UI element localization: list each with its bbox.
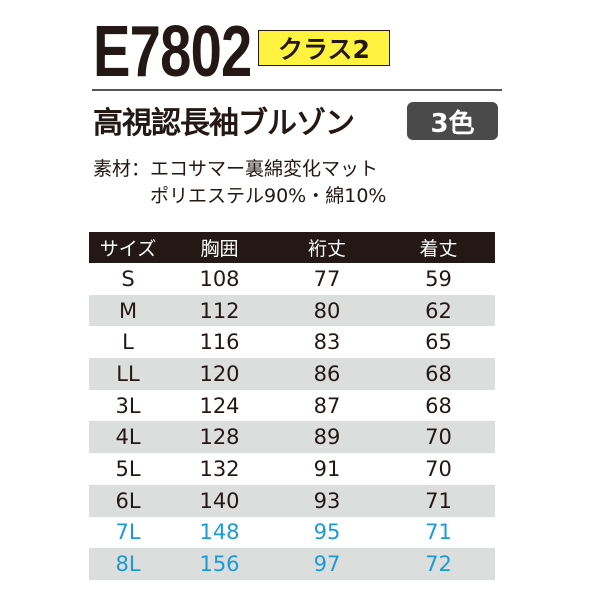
cell-chest: 140 <box>167 484 272 517</box>
cell-length: 68 <box>425 393 452 418</box>
cell-length: 70 <box>425 456 452 481</box>
table-row: L 116 83 65 <box>89 326 495 358</box>
table-row: 8L 156 97 72 <box>89 548 495 580</box>
cell-sleeve: 87 <box>313 393 341 418</box>
material-info: 素材：エコサマー裏綿変化マット ポリエステル90%・綿10% <box>93 156 386 210</box>
cell-length: 68 <box>382 358 495 390</box>
table-row: 6L 140 93 71 <box>89 484 495 517</box>
cell-chest: 156 <box>167 548 272 580</box>
cell-sleeve: 77 <box>313 266 341 291</box>
color-count-badge: 3色 <box>407 102 498 140</box>
table-row: M 112 80 62 <box>89 294 495 327</box>
cell-chest: 116 <box>199 330 240 355</box>
visibility-class-badge: クラス2 <box>258 30 390 66</box>
cell-chest: 132 <box>199 456 240 481</box>
cell-length: 71 <box>425 520 452 545</box>
cell-length: 72 <box>382 548 495 580</box>
cell-size: 4L <box>89 421 167 454</box>
cell-length: 65 <box>425 330 452 355</box>
cell-sleeve: 89 <box>272 421 382 454</box>
cell-sleeve: 86 <box>272 358 382 390</box>
table-row: S 108 77 59 <box>89 263 495 295</box>
cell-chest: 112 <box>167 294 272 327</box>
cell-size: 8L <box>89 548 167 580</box>
cell-length: 70 <box>382 421 495 454</box>
table-row: 4L 128 89 70 <box>89 421 495 454</box>
size-table: サイズ 胸囲 裄丈 着丈 S 108 77 59 M 112 80 62 L 116 83 65 LL 1… <box>89 232 495 580</box>
cell-chest: 120 <box>167 358 272 390</box>
cell-length: 71 <box>382 484 495 517</box>
table-row: LL 120 86 68 <box>89 358 495 390</box>
material-line-2: ポリエステル90%・綿10% <box>150 185 387 207</box>
cell-sleeve: 91 <box>313 456 341 481</box>
cell-chest: 128 <box>167 421 272 454</box>
material-line-1: 素材：エコサマー裏綿変化マット <box>93 158 379 180</box>
cell-sleeve: 97 <box>272 548 382 580</box>
cell-size: S <box>121 266 135 291</box>
table-row: 5L 132 91 70 <box>89 453 495 485</box>
cell-length: 62 <box>382 294 495 327</box>
cell-size: 5L <box>115 456 141 481</box>
cell-length: 59 <box>425 266 452 291</box>
col-length: 着丈 <box>382 232 495 263</box>
cell-size: L <box>122 330 134 355</box>
cell-sleeve: 95 <box>313 520 341 545</box>
cell-size: LL <box>89 358 167 390</box>
cell-chest: 148 <box>199 520 240 545</box>
col-chest: 胸囲 <box>167 232 272 263</box>
model-number: E7802 <box>93 12 252 92</box>
title-divider <box>92 89 502 91</box>
cell-size: 3L <box>115 393 141 418</box>
cell-sleeve: 93 <box>272 484 382 517</box>
cell-chest: 124 <box>199 393 240 418</box>
cell-sleeve: 80 <box>272 294 382 327</box>
table-row: 7L 148 95 71 <box>89 517 495 549</box>
cell-sleeve: 83 <box>313 330 341 355</box>
size-table-header: サイズ 胸囲 裄丈 着丈 <box>89 232 495 263</box>
product-title: 高視認長袖ブルゾン <box>93 106 355 141</box>
cell-chest: 108 <box>199 266 240 291</box>
cell-size: 6L <box>89 484 167 517</box>
cell-size: M <box>89 294 167 327</box>
table-row: 3L 124 87 68 <box>89 390 495 422</box>
cell-size: 7L <box>115 520 141 545</box>
col-size: サイズ <box>89 232 167 263</box>
col-sleeve: 裄丈 <box>272 232 382 263</box>
